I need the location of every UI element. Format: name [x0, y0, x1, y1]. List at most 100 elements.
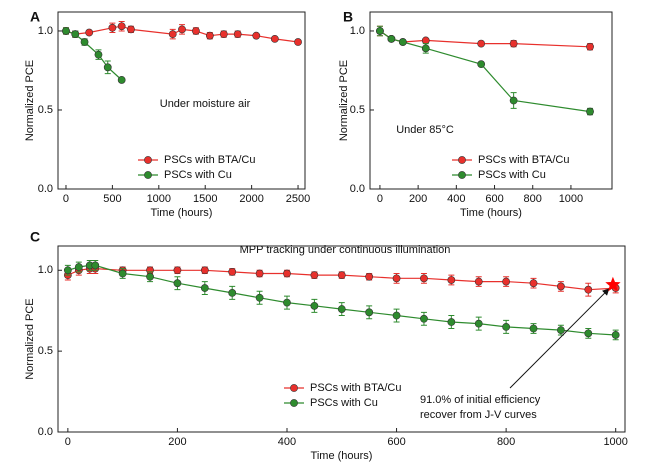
data-point	[117, 22, 126, 31]
data-point	[283, 269, 291, 278]
y-axis-label: Normalized PCE	[24, 60, 36, 141]
y-axis-label: Normalized PCE	[338, 60, 350, 141]
x-tick-label: 2500	[286, 193, 310, 205]
x-axis-label: Time (hours)	[311, 450, 373, 462]
data-point	[173, 266, 182, 275]
data-point	[365, 272, 374, 281]
data-point	[294, 38, 302, 46]
data-point	[398, 38, 407, 46]
data-point	[529, 324, 538, 333]
data-point	[283, 298, 291, 307]
data-point	[557, 326, 565, 335]
data-point	[118, 269, 127, 278]
annotation-text: recover from J-V curves	[420, 409, 537, 421]
x-tick-label: 0	[65, 436, 71, 448]
y-tick-label: 0.0	[38, 183, 53, 195]
x-tick-label: 200	[168, 436, 186, 448]
data-point	[91, 261, 100, 270]
x-tick-label: 500	[103, 193, 121, 205]
y-tick-label: 0.5	[38, 104, 53, 116]
data-point	[586, 107, 594, 116]
data-point	[94, 50, 103, 59]
data-point	[255, 293, 264, 302]
x-tick-label: 800	[497, 436, 515, 448]
legend-label: PSCs with BTA/Cu	[164, 154, 256, 166]
panel-label: B	[343, 9, 353, 25]
annotation: Under moisture air	[160, 98, 251, 110]
star-marker	[605, 276, 621, 292]
data-point	[584, 285, 593, 294]
data-point	[337, 305, 346, 313]
y-tick-label: 0.5	[350, 104, 365, 116]
data-point	[477, 39, 486, 48]
x-tick-label: 600	[387, 436, 405, 448]
data-point	[255, 269, 264, 278]
x-tick-label: 400	[278, 436, 296, 448]
data-point	[228, 267, 237, 276]
data-point	[529, 279, 538, 288]
data-point	[200, 284, 209, 292]
x-tick-label: 0	[63, 193, 69, 205]
data-point	[509, 96, 518, 105]
panel-label: A	[30, 9, 40, 25]
plot-frame	[57, 245, 626, 433]
data-point	[127, 25, 135, 34]
data-point	[200, 266, 209, 275]
data-point	[80, 38, 89, 46]
x-tick-label: 2000	[239, 193, 263, 205]
data-point	[252, 31, 261, 40]
y-tick-label: 1.0	[350, 25, 365, 37]
data-point	[228, 289, 237, 297]
data-point	[477, 60, 486, 69]
data-point	[586, 42, 594, 51]
x-tick-label: 600	[485, 193, 503, 205]
annotation-text: 91.0% of initial efficiency	[420, 394, 541, 406]
data-point	[310, 271, 319, 280]
data-point	[420, 314, 428, 323]
data-point	[337, 271, 346, 280]
x-axis-label: Time (hours)	[151, 207, 213, 219]
data-point	[365, 308, 374, 317]
legend-marker	[458, 156, 466, 164]
data-point	[502, 277, 511, 286]
data-point	[205, 31, 214, 40]
y-axis-label: Normalized PCE	[24, 298, 36, 379]
annotation-arrow	[509, 288, 610, 389]
data-point	[502, 322, 511, 331]
data-point	[474, 277, 483, 286]
data-point	[376, 27, 384, 35]
x-tick-label: 1500	[193, 193, 217, 205]
x-tick-label: 800	[524, 193, 542, 205]
data-point	[447, 318, 456, 326]
legend-marker	[290, 384, 298, 392]
legend-label: PSCs with Cu	[478, 169, 546, 181]
x-axis-label: Time (hours)	[460, 207, 522, 219]
chart-title: MPP tracking under continuous illuminati…	[240, 244, 451, 256]
legend-marker	[290, 399, 298, 407]
x-tick-label: 1000	[147, 193, 171, 205]
legend-label: PSCs with Cu	[164, 169, 232, 181]
data-point	[192, 27, 200, 35]
data-point	[219, 30, 228, 39]
y-tick-label: 0.0	[350, 183, 365, 195]
legend-marker	[144, 156, 152, 164]
legend-marker	[458, 171, 466, 179]
x-tick-label: 400	[447, 193, 465, 205]
data-point	[233, 30, 242, 39]
data-point	[509, 39, 518, 48]
data-point	[74, 263, 83, 271]
data-point	[392, 311, 401, 320]
data-point	[611, 331, 620, 339]
data-point	[421, 36, 430, 45]
data-point	[387, 34, 396, 43]
data-point	[173, 279, 182, 288]
legend-marker	[144, 171, 152, 179]
data-point	[584, 329, 593, 338]
y-tick-label: 0.0	[38, 426, 53, 438]
panel-label: C	[30, 229, 40, 245]
data-point	[178, 25, 186, 34]
data-point	[310, 301, 319, 310]
data-point	[474, 319, 483, 328]
plot-frame	[57, 11, 306, 190]
